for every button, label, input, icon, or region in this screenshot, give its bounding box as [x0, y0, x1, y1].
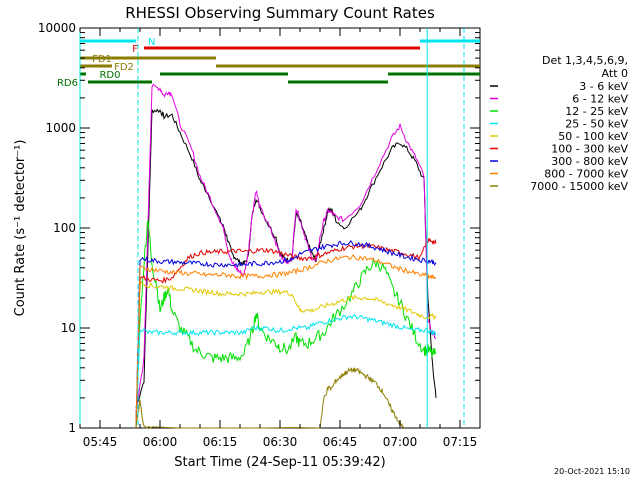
y-axis-label: Count Rate (s⁻¹ detector⁻¹)	[13, 140, 28, 317]
x-tick-label: 06:30	[263, 435, 298, 449]
legend-label: 6 - 12 keV	[572, 93, 628, 106]
x-tick-label: 07:15	[443, 435, 478, 449]
legend-label: 100 - 300 keV	[551, 143, 628, 156]
timestamp: 20-Oct-2021 15:10	[554, 467, 630, 476]
series-lines	[135, 83, 437, 429]
series-line-4	[135, 280, 437, 429]
series-line-0	[135, 108, 437, 408]
time-markers	[79, 28, 465, 428]
legend-label: 800 - 7000 keV	[544, 168, 628, 181]
y-axis: 1 10 100 1000 10000	[38, 21, 480, 435]
y-tick-label: 1000	[45, 121, 76, 135]
series-line-7	[135, 253, 437, 426]
x-tick-label: 07:00	[383, 435, 418, 449]
legend-label: 3 - 6 keV	[579, 80, 628, 93]
y-tick-label: 10	[61, 321, 76, 335]
legend-header-line1: Det 1,3,4,5,6,9,	[542, 54, 628, 67]
series-line-8	[135, 367, 405, 429]
legend-label: 12 - 25 keV	[565, 105, 628, 118]
flag-label-rd6: RD6	[57, 78, 78, 89]
series-line-5	[135, 237, 437, 428]
plot-frame	[79, 27, 481, 429]
flag-label-fd1: FD1	[92, 54, 112, 65]
chart-title: RHESSI Observing Summary Count Rates	[125, 4, 435, 22]
legend-header-line2: Att 0	[602, 67, 628, 80]
legend-label: 300 - 800 keV	[551, 155, 628, 168]
y-tick-label: 10000	[38, 21, 76, 35]
x-tick-label: 06:15	[203, 435, 238, 449]
x-tick-label: 05:45	[83, 435, 118, 449]
legend-label: 50 - 100 keV	[558, 130, 628, 143]
series-line-6	[135, 240, 437, 427]
legend-label: 7000 - 15000 keV	[530, 180, 628, 193]
x-tick-label: 06:45	[323, 435, 358, 449]
y-tick-label: 100	[53, 221, 76, 235]
x-axis: 05:45 06:00 06:15 06:30 06:45 07:00 07:15	[79, 28, 481, 449]
flag-label-fd2: FD2	[114, 62, 134, 73]
series-line-1	[135, 83, 437, 413]
flag-label-n: N	[148, 37, 155, 48]
flag-label-rd0: RD0	[99, 70, 120, 81]
x-tick-label: 06:00	[143, 435, 178, 449]
flag-label-f: F	[132, 44, 138, 55]
x-axis-label: Start Time (24-Sep-11 05:39:42)	[174, 455, 385, 470]
series-line-3	[135, 313, 437, 427]
legend-label: 25 - 50 keV	[565, 118, 628, 131]
series-line-2	[135, 219, 437, 417]
y-tick-label: 1	[68, 421, 76, 435]
